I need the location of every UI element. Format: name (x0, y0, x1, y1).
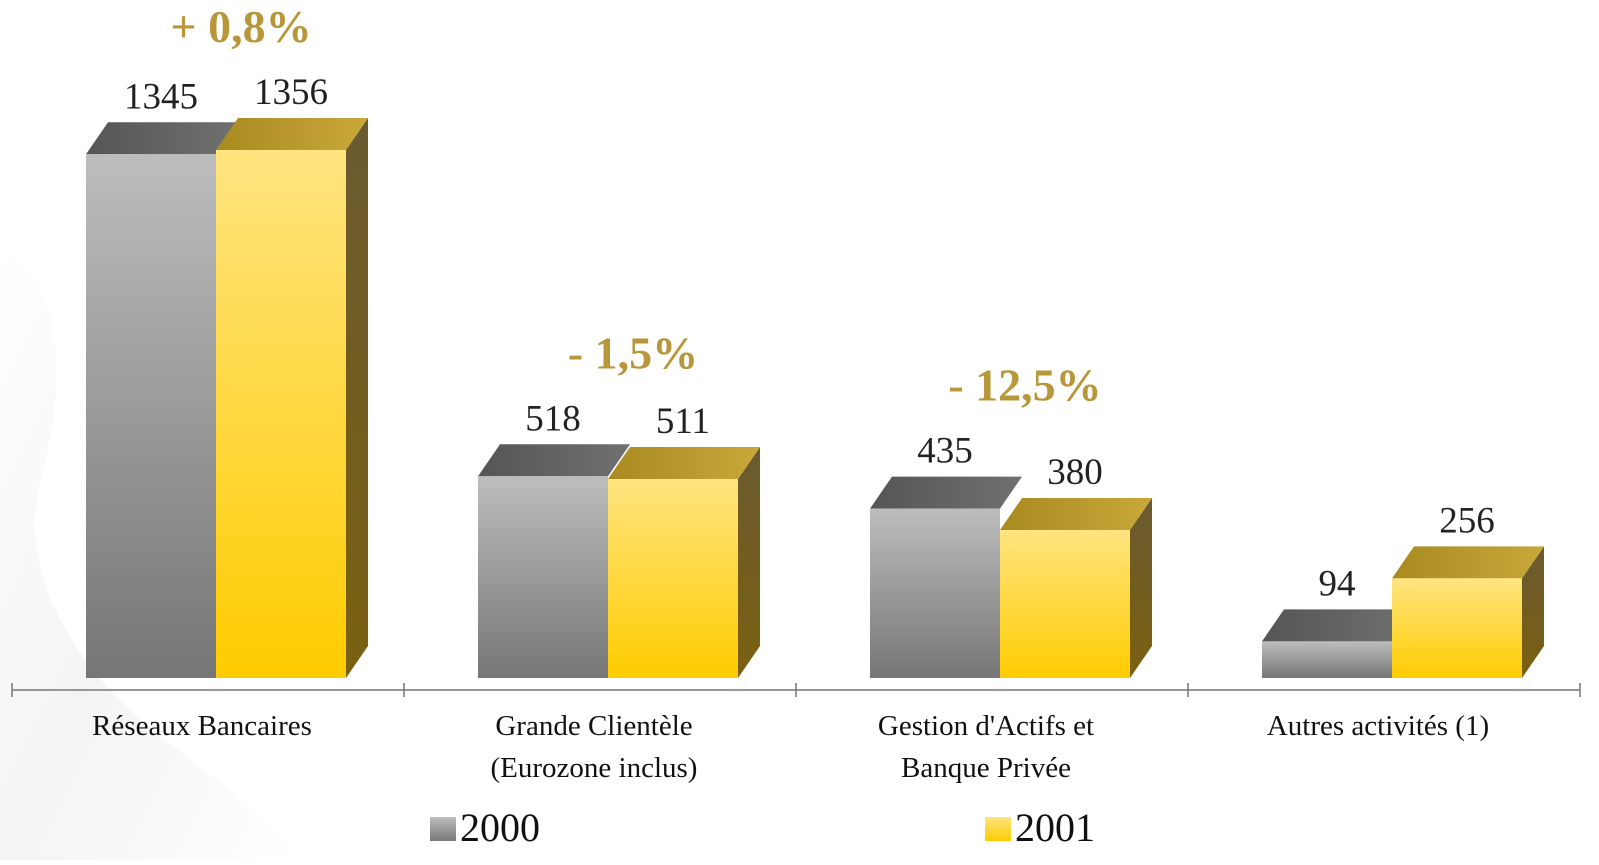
bar-2001-1 (608, 479, 738, 678)
x-axis (11, 683, 1581, 697)
category-label-1-1: (Eurozone inclus) (491, 752, 698, 784)
category-label-2-1: Banque Privée (901, 752, 1071, 784)
change-label-1: - 1,5% (568, 327, 698, 378)
bar-top-2000-0 (86, 122, 238, 155)
value-label-2000-3: 94 (1319, 563, 1356, 604)
bar-side-2001-3 (1522, 546, 1544, 678)
bar-top-2001-0 (216, 118, 368, 150)
bar-2000-1 (478, 476, 608, 678)
bar-2001-3 (1392, 578, 1522, 678)
bar-2001-2 (1000, 530, 1130, 678)
change-label-2: - 12,5% (948, 360, 1101, 411)
value-label-2001-2: 380 (1047, 452, 1103, 493)
category-label-1-0: Grande Clientèle (495, 710, 692, 742)
bar-top-2000-2 (870, 476, 1022, 509)
value-label-2000-1: 518 (525, 398, 581, 439)
bar-2000-2 (870, 508, 1000, 678)
bar-top-2001-3 (1392, 546, 1544, 579)
bars-layer (86, 118, 1544, 678)
category-label-2-0: Gestion d'Actifs et (878, 710, 1094, 742)
bar-top-2001-2 (1000, 498, 1152, 531)
change-label-0: + 0,8% (170, 1, 311, 52)
value-label-2001-1: 511 (656, 401, 710, 442)
labels-layer: 1345 1356 + 0,8% Réseaux Bancaires 518 511 - 1… (92, 1, 1495, 784)
category-label-0-0: Réseaux Bancaires (92, 710, 312, 742)
bar-2000-0 (86, 154, 216, 678)
bar-top-2001-1 (608, 447, 760, 480)
bar-side-2001-1 (738, 447, 760, 678)
category-label-3-0: Autres activités (1) (1267, 710, 1489, 742)
legend: 2000 2001 (430, 805, 1095, 850)
legend-swatch-2001 (985, 817, 1011, 841)
legend-swatch-2000 (430, 817, 456, 841)
bar-2001-0 (216, 150, 346, 678)
legend-label-2000: 2000 (460, 805, 540, 850)
value-label-2001-0: 1356 (254, 72, 328, 113)
bar-top-2000-1 (478, 444, 630, 477)
value-label-2000-0: 1345 (124, 76, 198, 117)
value-label-2000-2: 435 (917, 431, 973, 472)
value-label-2001-3: 256 (1439, 500, 1495, 541)
bar-side-2001-2 (1130, 498, 1152, 678)
legend-label-2001: 2001 (1015, 805, 1095, 850)
bar-top-2000-3 (1262, 609, 1414, 642)
background-watermark (0, 250, 300, 860)
bar-side-2001-0 (346, 118, 368, 678)
bar-2000-3 (1262, 641, 1392, 678)
